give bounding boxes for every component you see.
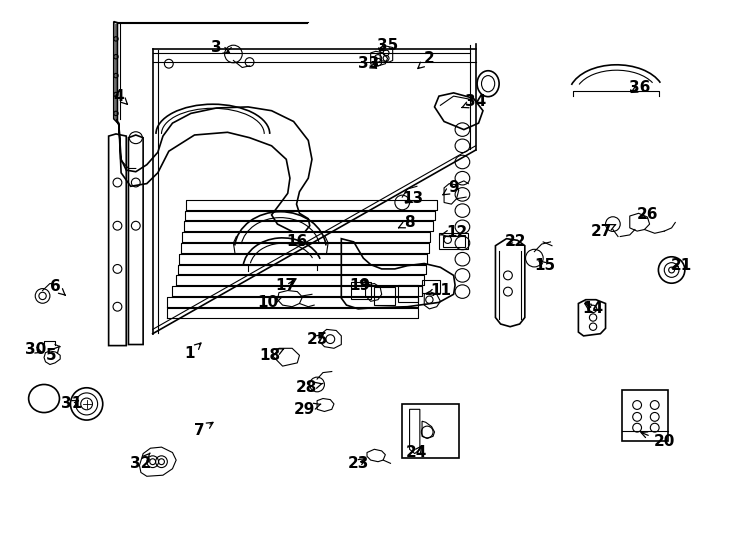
Text: 4: 4 xyxy=(114,89,128,104)
Text: 31: 31 xyxy=(62,396,82,411)
Text: 3: 3 xyxy=(211,40,230,55)
Text: 23: 23 xyxy=(347,456,369,471)
Text: 11: 11 xyxy=(426,283,451,298)
Text: 18: 18 xyxy=(260,348,284,363)
Text: 28: 28 xyxy=(296,380,323,395)
Text: 21: 21 xyxy=(671,258,691,273)
Text: 9: 9 xyxy=(443,180,459,195)
Text: 33: 33 xyxy=(358,56,379,71)
Text: 10: 10 xyxy=(258,295,282,310)
Text: 26: 26 xyxy=(636,207,658,222)
Text: 22: 22 xyxy=(504,234,526,249)
Text: 35: 35 xyxy=(377,38,398,53)
Bar xyxy=(622,390,668,441)
Text: 19: 19 xyxy=(349,278,370,293)
Text: 30: 30 xyxy=(25,342,46,357)
Text: 12: 12 xyxy=(440,225,467,240)
Text: 29: 29 xyxy=(294,402,321,417)
Bar xyxy=(402,404,459,458)
Text: 24: 24 xyxy=(406,445,428,460)
Text: 7: 7 xyxy=(195,422,213,438)
Text: 32: 32 xyxy=(130,453,152,471)
Text: 15: 15 xyxy=(534,258,555,273)
Bar xyxy=(422,280,440,293)
Text: 16: 16 xyxy=(287,234,308,249)
Text: 25: 25 xyxy=(306,332,328,347)
Bar xyxy=(374,287,395,305)
Text: 17: 17 xyxy=(276,278,297,293)
Text: 27: 27 xyxy=(591,224,616,239)
Bar xyxy=(439,233,468,249)
Text: 14: 14 xyxy=(583,301,603,316)
Text: 8: 8 xyxy=(399,215,415,230)
Text: 5: 5 xyxy=(46,346,59,363)
Text: 36: 36 xyxy=(629,80,651,95)
Text: 6: 6 xyxy=(50,279,65,295)
Text: 1: 1 xyxy=(184,343,201,361)
Text: 20: 20 xyxy=(641,432,675,449)
Bar xyxy=(443,236,465,247)
Bar xyxy=(398,285,418,302)
Text: 2: 2 xyxy=(418,51,435,69)
Text: 34: 34 xyxy=(462,94,486,109)
Text: 13: 13 xyxy=(402,191,423,206)
Bar xyxy=(351,282,371,299)
